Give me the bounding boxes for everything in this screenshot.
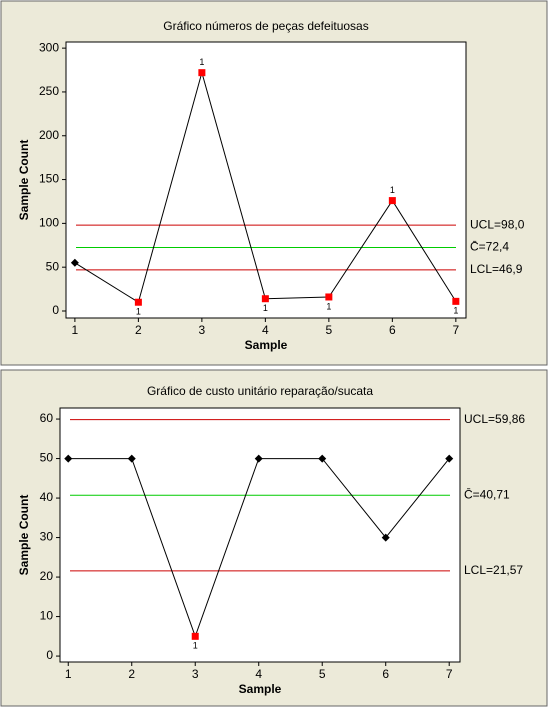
point (381, 533, 390, 542)
flag-label: 1 (326, 301, 331, 311)
x-tick-label: 3 (192, 667, 199, 681)
y-tick-label: 30 (40, 530, 54, 544)
y-tick-label: 0 (46, 648, 53, 662)
flag-label: 1 (199, 57, 204, 67)
plot-area (59, 407, 461, 663)
x-axis-label: Sample (245, 338, 288, 352)
x-tick-label: 7 (452, 323, 459, 337)
y-tick-label: 40 (40, 490, 54, 504)
point (64, 454, 73, 463)
y-tick-label: 60 (40, 411, 54, 425)
point (318, 454, 327, 463)
y-axis-label: Sample Count (17, 140, 31, 221)
y-tick-label: 100 (39, 216, 59, 230)
x-tick-label: 1 (72, 323, 79, 337)
y-axis-label: Sample Count (17, 495, 31, 576)
y-tick-label: 200 (39, 128, 59, 142)
point (127, 454, 136, 463)
x-tick-label: 2 (128, 667, 135, 681)
y-tick-label: 0 (52, 303, 59, 317)
flagged-point (388, 197, 396, 205)
x-tick-label: 4 (262, 323, 269, 337)
flag-label: 1 (453, 306, 458, 316)
x-tick-label: 7 (446, 667, 453, 681)
flag-label: 1 (263, 303, 268, 313)
point (445, 454, 454, 463)
flag-label: 1 (193, 641, 198, 651)
control-limit-label: UCL=98,0 (470, 217, 525, 231)
flag-label: 1 (136, 307, 141, 317)
control-limit-label: UCL=59,86 (464, 412, 525, 426)
control-limit-label: C̄=72,4 (470, 240, 509, 254)
x-tick-label: 4 (255, 667, 262, 681)
y-tick-label: 50 (46, 259, 60, 273)
x-axis-label: Sample (239, 682, 282, 696)
y-tick-label: 300 (39, 40, 59, 54)
y-tick-label: 20 (40, 569, 54, 583)
y-tick-label: 50 (40, 451, 54, 465)
y-tick-label: 10 (40, 609, 54, 623)
x-tick-label: 1 (65, 667, 72, 681)
x-tick-label: 3 (199, 323, 206, 337)
control-limit-label: C̄=40,71 (464, 487, 510, 501)
flagged-point (452, 297, 460, 305)
y-tick-label: 250 (39, 84, 59, 98)
x-tick-label: 5 (326, 323, 333, 337)
plot-area (65, 41, 467, 319)
chart-title: Gráfico de custo unitário reparação/suca… (147, 384, 373, 398)
flag-label: 1 (390, 185, 395, 195)
point (70, 258, 79, 267)
x-tick-label: 2 (135, 323, 142, 337)
flagged-point (191, 632, 199, 640)
control-limit-label: LCL=46,9 (470, 262, 523, 276)
flagged-point (261, 295, 269, 303)
control-limit-label: LCL=21,57 (464, 563, 523, 577)
point (254, 454, 263, 463)
x-tick-label: 6 (389, 323, 396, 337)
y-tick-label: 150 (39, 172, 59, 186)
x-tick-label: 6 (382, 667, 389, 681)
flagged-point (198, 69, 206, 77)
chart-title: Gráfico números de peças defeituosas (163, 19, 368, 33)
x-tick-label: 5 (319, 667, 326, 681)
flagged-point (325, 293, 333, 301)
flagged-point (134, 298, 142, 306)
